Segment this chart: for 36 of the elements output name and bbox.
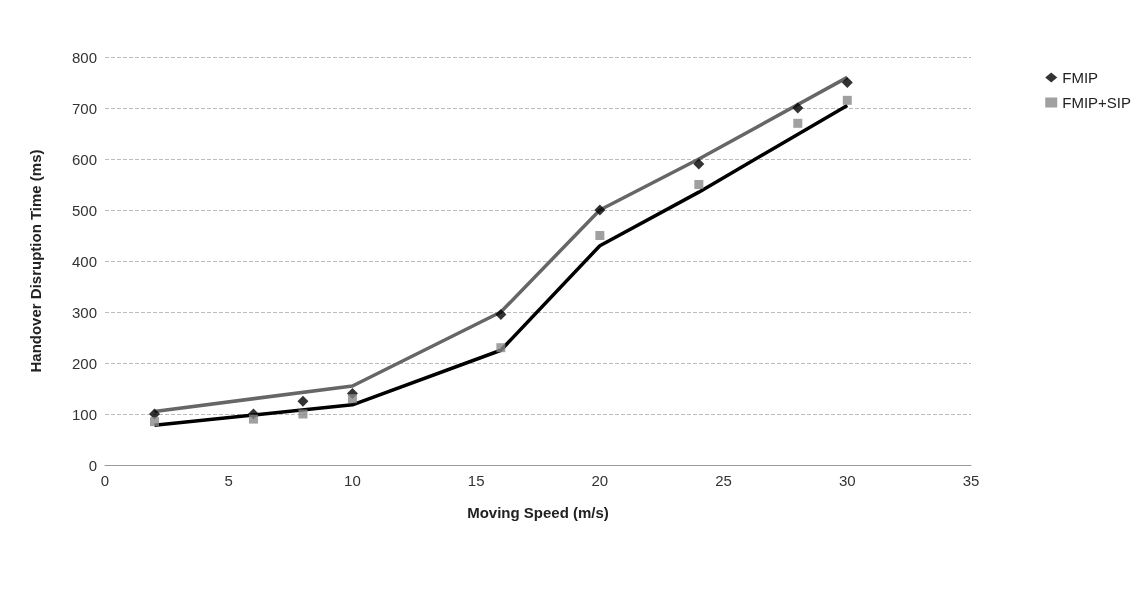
point [793,118,803,128]
point [792,102,804,114]
point [248,414,258,424]
point [594,204,606,216]
x-tick-label: 20 [591,472,609,489]
point [347,394,357,404]
y-tick-label: 300 [71,303,97,321]
point [842,95,852,105]
legend-label: FMIP [1062,69,1099,86]
y-tick-label: 400 [71,252,97,270]
x-tick-label: 10 [344,472,361,489]
x-tick-label: 30 [838,472,856,489]
x-tick-label: 25 [715,472,732,489]
y-axis-title: Handover Disruption Time (ms) [27,149,44,373]
x-tick-label: 0 [100,472,110,489]
point [693,158,705,170]
x-tick-label: 15 [467,472,485,489]
y-tick-label: 600 [71,150,97,168]
y-tick-label: 500 [71,201,97,219]
x-tick-label: 5 [224,472,233,489]
x-tick-label: 35 [962,472,980,489]
point [149,417,159,427]
legend-label: FMIP+SIP [1062,94,1132,111]
point [694,180,704,189]
point [298,409,308,419]
point [495,309,507,321]
y-tick-label: 0 [88,456,97,474]
point [595,231,605,240]
point [297,395,309,407]
point [496,343,506,353]
y-tick-label: 100 [71,405,97,423]
y-tick-label: 800 [71,48,97,66]
y-tick-label: 200 [71,354,97,372]
point [841,77,853,88]
y-tick-label: 700 [71,99,97,117]
x-axis-title: Moving Speed (m/s) [467,504,609,521]
